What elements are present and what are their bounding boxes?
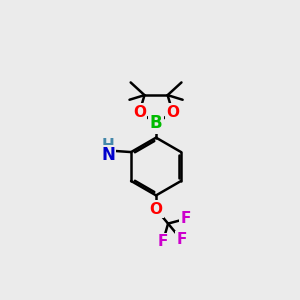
Text: H: H bbox=[102, 138, 114, 153]
Text: F: F bbox=[176, 232, 187, 247]
Text: N: N bbox=[101, 146, 115, 164]
Text: F: F bbox=[158, 234, 168, 249]
Text: B: B bbox=[150, 114, 162, 132]
Text: F: F bbox=[180, 212, 190, 226]
Text: O: O bbox=[166, 105, 179, 120]
Text: O: O bbox=[150, 202, 163, 217]
Text: O: O bbox=[133, 105, 146, 120]
